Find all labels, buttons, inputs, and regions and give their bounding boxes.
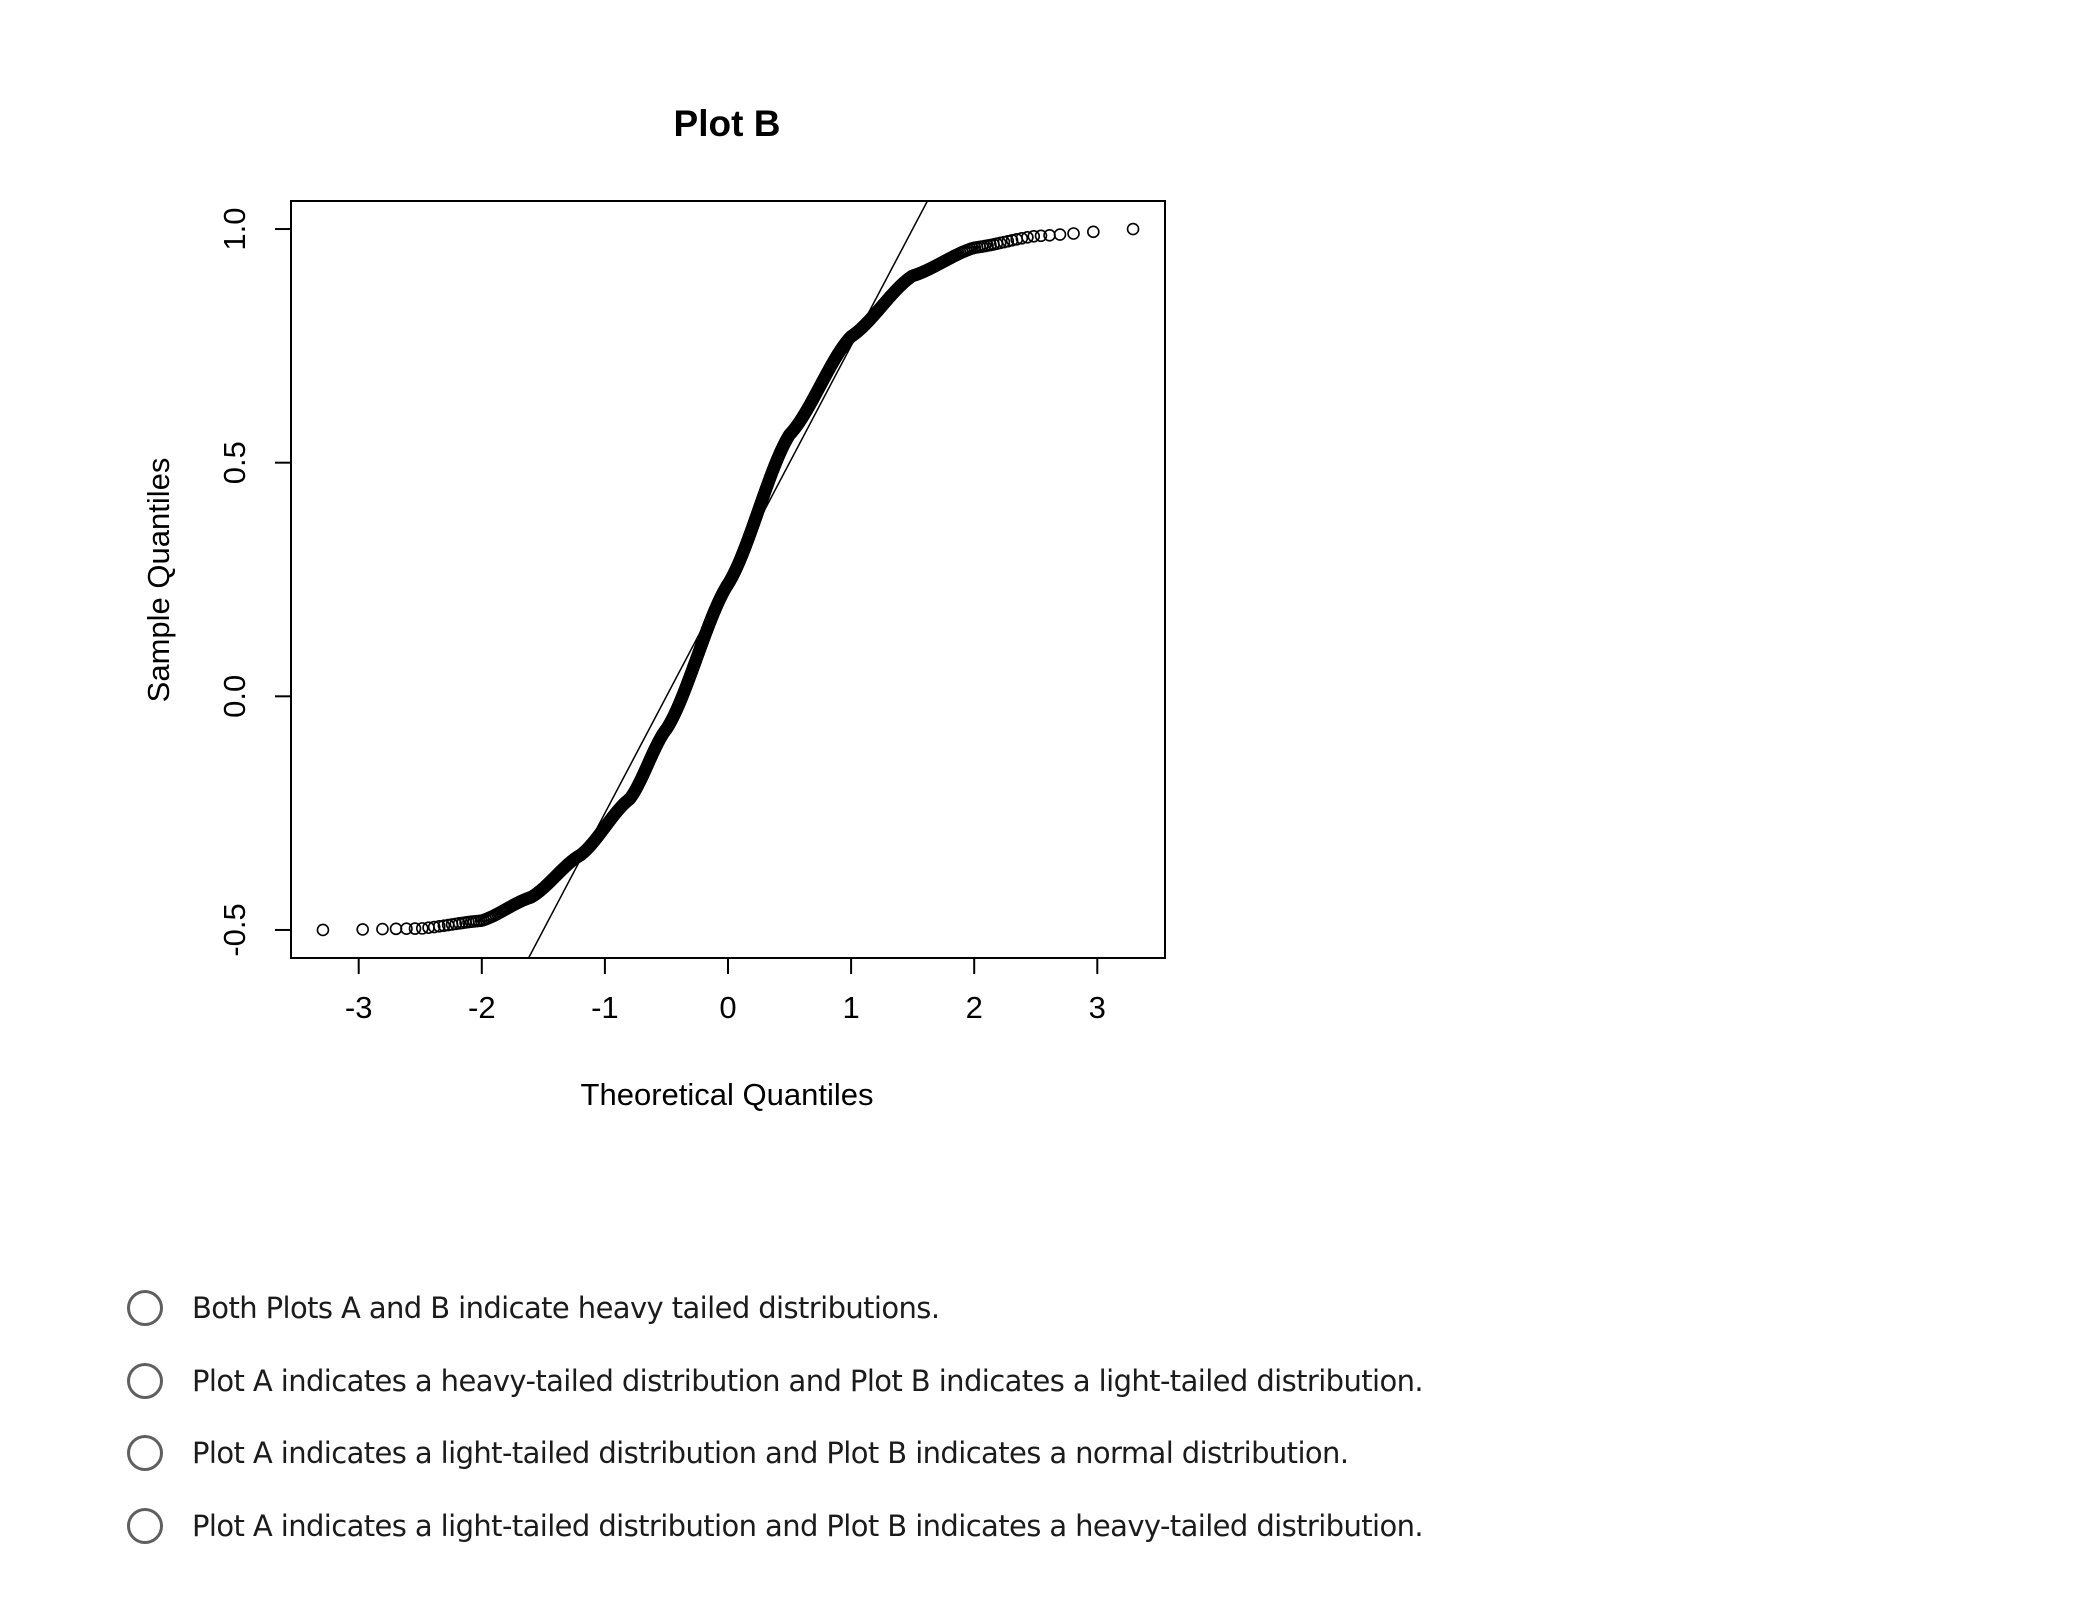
y-tick-label: 0.5 [217, 441, 252, 484]
data-points [316, 222, 1140, 937]
data-point [437, 919, 451, 932]
data-point [1027, 230, 1041, 243]
y-axis: -0.5 0.0 0.5 1.0 [217, 207, 292, 957]
answer-option-2[interactable]: Plot A indicates a heavy-tailed distribu… [127, 1345, 1727, 1418]
data-point [1005, 234, 1019, 247]
radio-button[interactable] [127, 1290, 163, 1327]
data-point [400, 922, 413, 936]
data-point [415, 922, 429, 935]
y-tick-label: 0.0 [217, 675, 252, 718]
radio-button[interactable] [127, 1507, 163, 1544]
y-tick-label: 1.0 [217, 207, 252, 250]
data-point [376, 922, 389, 936]
y-tick-label: -0.5 [217, 903, 252, 956]
data-point [408, 922, 422, 935]
answer-option-4[interactable]: Plot A indicates a light-tailed distribu… [127, 1490, 1727, 1563]
data-point [1021, 230, 1034, 244]
x-tick-label: 1 [842, 990, 859, 1025]
x-tick-label: 2 [966, 990, 983, 1025]
x-axis-label: Theoretical Quantiles [581, 1077, 874, 1112]
data-point [1034, 229, 1048, 243]
x-tick-label: 3 [1089, 990, 1106, 1025]
radio-button[interactable] [127, 1362, 163, 1399]
option-label: Plot A indicates a heavy-tailed distribu… [192, 1363, 1424, 1398]
answer-options: Both Plots A and B indicate heavy tailed… [127, 1272, 1727, 1562]
data-point [389, 922, 403, 936]
option-label: Both Plots A and B indicate heavy tailed… [192, 1291, 940, 1326]
data-point [1067, 227, 1080, 240]
plot-title: Plot B [674, 103, 781, 144]
reference-line [527, 201, 929, 958]
answer-option-3[interactable]: Plot A indicates a light-tailed distribu… [127, 1417, 1727, 1490]
data-point [427, 920, 441, 934]
data-point [1126, 222, 1140, 236]
x-axis: -3 -2 -1 0 1 2 3 [345, 957, 1106, 1025]
answer-option-1[interactable]: Both Plots A and B indicate heavy tailed… [127, 1272, 1727, 1345]
data-point [356, 923, 369, 936]
option-label: Plot A indicates a light-tailed distribu… [192, 1508, 1424, 1543]
radio-button[interactable] [127, 1435, 163, 1472]
data-point [1087, 225, 1100, 239]
y-axis-label: Sample Quantiles [141, 458, 176, 703]
x-tick-label: 0 [719, 990, 736, 1025]
x-tick-label: -3 [345, 990, 373, 1025]
data-point [1015, 232, 1029, 245]
data-point [1053, 228, 1067, 241]
data-point [432, 920, 446, 933]
data-point [316, 923, 330, 937]
x-tick-label: -1 [591, 990, 619, 1025]
x-tick-label: -2 [468, 990, 496, 1025]
option-label: Plot A indicates a light-tailed distribu… [192, 1436, 1349, 1471]
